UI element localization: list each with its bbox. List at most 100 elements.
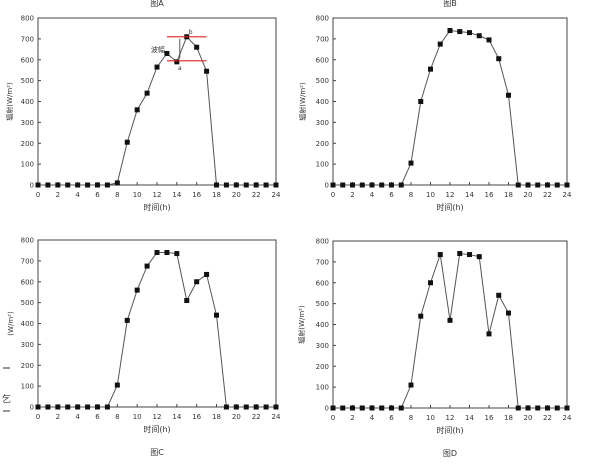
data-point [194, 44, 200, 50]
chart-panel-4: 0 2 4 6 8 10 12 14 16 18 20 22 240100200300400500600… [297, 238, 572, 459]
y-tick-label: 200 [21, 140, 34, 148]
data-point [330, 405, 336, 411]
x-tick-label: 4 [370, 191, 375, 199]
data-point [233, 182, 239, 188]
data-point [369, 405, 375, 411]
series-line [38, 252, 276, 408]
data-point [506, 310, 511, 316]
x-tick-label: 12 [153, 413, 162, 421]
plot-frame [332, 17, 568, 186]
x-tick-label: 16 [192, 413, 201, 421]
data-point [350, 182, 355, 188]
data-point [496, 56, 502, 62]
data-point [535, 405, 541, 411]
data-point [369, 182, 375, 188]
data-point [545, 405, 550, 411]
x-tick-label: 2 [56, 191, 60, 199]
y-tick-label: 300 [316, 342, 329, 350]
data-point [486, 37, 492, 43]
y-tick-label: 400 [21, 98, 34, 106]
x-tick-label: 2 [350, 414, 354, 422]
y-tick-label: 0 [325, 405, 329, 413]
data-point [496, 292, 502, 298]
x-tick-label: 10 [426, 414, 435, 422]
data-point [330, 182, 336, 188]
y-tick-label: 400 [316, 98, 329, 106]
x-tick-label: 12 [446, 414, 455, 422]
x-tick-label: 6 [389, 191, 394, 199]
x-tick-label: 4 [75, 191, 80, 199]
data-point [476, 254, 482, 260]
series-line [333, 252, 567, 409]
data-point [525, 182, 531, 188]
data-point [340, 405, 346, 411]
data-point [273, 404, 279, 410]
data-point [389, 405, 394, 411]
y-tick-label: 500 [316, 77, 329, 85]
y-axis-label: 辐射(W/m²) [5, 82, 14, 121]
data-point [124, 139, 130, 145]
data-point [253, 404, 259, 410]
data-point [124, 317, 130, 323]
data-point [418, 313, 424, 319]
chart-panel-3: 0 2 4 6 8 10 12 14 16 18 20 22 240100200300400500600… [7, 237, 281, 458]
data-point [95, 182, 100, 188]
y-tick-label: 200 [21, 362, 34, 370]
side-note-text: 乞 [2, 393, 11, 405]
data-point [204, 68, 210, 74]
data-point [437, 41, 443, 47]
x-tick-label: 20 [232, 413, 241, 421]
data-point [243, 182, 249, 188]
data-point [164, 250, 170, 256]
data-point [457, 251, 463, 257]
x-tick-label: 0 [36, 413, 40, 421]
x-axis-label: 时间(h) [143, 424, 170, 434]
x-tick-label: 14 [465, 414, 474, 422]
data-point [535, 182, 541, 188]
data-point [476, 33, 482, 39]
y-tick-label: 400 [316, 321, 329, 329]
y-tick-label: 0 [30, 182, 34, 190]
data-point [144, 263, 150, 269]
series-line [38, 35, 276, 186]
x-axis-label: 时间(h) [143, 202, 170, 212]
y-tick-label: 700 [316, 258, 329, 266]
data-point [389, 182, 394, 188]
data-point [447, 317, 453, 323]
data-point [359, 405, 365, 411]
data-point [204, 271, 210, 277]
x-tick-label: 6 [95, 413, 100, 421]
data-point [486, 331, 492, 337]
data-point [104, 182, 110, 188]
x-tick-label: 8 [115, 413, 119, 421]
x-tick-label: 2 [56, 413, 60, 421]
x-tick-label: 6 [95, 191, 100, 199]
y-tick-label: 600 [21, 56, 34, 64]
data-point [263, 182, 269, 188]
data-point [154, 64, 160, 70]
y-tick-label: 100 [316, 161, 329, 169]
data-point [233, 404, 239, 410]
data-point [554, 182, 560, 188]
data-point [55, 404, 61, 410]
y-tick-label: 500 [21, 299, 34, 307]
data-point [379, 182, 385, 188]
data-point [184, 298, 190, 304]
y-tick-label: 800 [316, 238, 329, 246]
y-tick-label: 800 [21, 15, 34, 23]
plot-frame [332, 240, 568, 409]
data-point [134, 107, 140, 113]
data-point [447, 28, 453, 34]
x-tick-label: 18 [212, 191, 221, 199]
y-tick-label: 200 [316, 363, 329, 371]
annotation-b-label: b [189, 29, 193, 36]
x-tick-label: 14 [172, 413, 181, 421]
data-point [428, 280, 433, 286]
x-tick-label: 24 [563, 414, 572, 422]
x-tick-label: 22 [252, 413, 261, 421]
data-point [398, 405, 404, 411]
data-point [457, 29, 463, 35]
x-tick-label: 18 [504, 414, 513, 422]
data-point [467, 30, 472, 36]
x-tick-label: 24 [272, 413, 281, 421]
